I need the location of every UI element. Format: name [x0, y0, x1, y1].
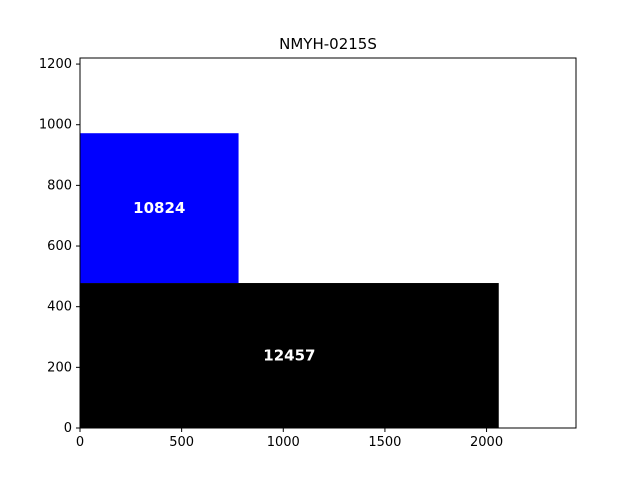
- x-tick-label-0: 0: [76, 435, 84, 450]
- x-axis: 0 500 1000 1500 2000: [76, 428, 503, 450]
- rect-12457: [80, 283, 499, 428]
- chart-title: NMYH-0215S: [279, 35, 377, 53]
- x-tick-label-2000: 2000: [470, 435, 503, 450]
- y-tick-label-1200: 1200: [39, 57, 72, 72]
- rect-10824: [80, 133, 239, 284]
- x-tick-label-1000: 1000: [267, 435, 300, 450]
- plot-frame: [79, 57, 577, 429]
- rectangle-labels-layer: 12457 10824: [133, 199, 315, 364]
- rect-label-10824: 10824: [133, 199, 185, 217]
- y-tick-label-200: 200: [47, 360, 72, 375]
- x-tick-label-1500: 1500: [368, 435, 401, 450]
- x-tick-label-500: 500: [169, 435, 194, 450]
- y-tick-label-400: 400: [47, 300, 72, 315]
- y-axis: 0 200 400 600 800 1000 1200: [39, 57, 80, 436]
- rect-label-12457: 12457: [263, 347, 315, 365]
- rectangles-layer: [80, 133, 499, 428]
- y-tick-label-0: 0: [64, 421, 72, 436]
- y-tick-label-800: 800: [47, 178, 72, 193]
- y-tick-label-600: 600: [47, 239, 72, 254]
- y-tick-label-1000: 1000: [39, 118, 72, 133]
